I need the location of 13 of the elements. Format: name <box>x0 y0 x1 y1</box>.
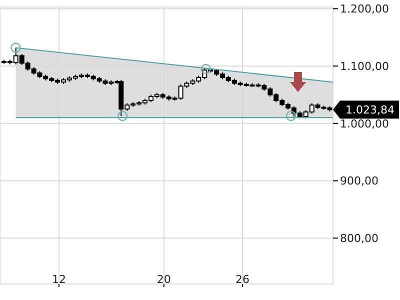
x-tick-label: 26 <box>236 272 250 286</box>
y-tick-label: 1.000,00 <box>340 117 389 130</box>
y-tick-label: 900,00 <box>340 174 378 188</box>
point <box>117 110 128 122</box>
y-tick-label: 800,00 <box>340 232 378 246</box>
text: 1.023,84 <box>346 104 394 117</box>
y-tick-label: 1.100,00 <box>340 60 389 73</box>
point <box>286 110 296 122</box>
y-tick-label: 1.200,00 <box>340 2 389 16</box>
point <box>10 42 21 53</box>
point <box>200 64 211 74</box>
x-tick-label: 20 <box>156 272 171 286</box>
x-tick-label: 12 <box>52 272 66 286</box>
